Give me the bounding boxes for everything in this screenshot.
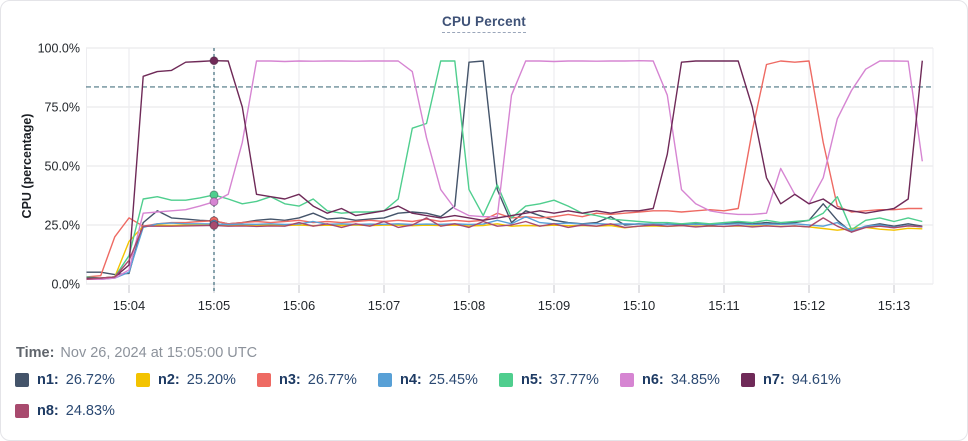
legend-series-name: n2: — [158, 372, 180, 388]
legend-series-name: n1: — [37, 372, 59, 388]
legend-swatch — [499, 373, 513, 387]
series-line-n3[interactable] — [86, 60, 923, 278]
legend-series-name: n5: — [521, 372, 543, 388]
y-tick-label: 0.0% — [52, 278, 81, 292]
crosshair-dot-n8 — [209, 220, 219, 230]
series-line-n2[interactable] — [86, 223, 923, 279]
legend-swatch — [741, 373, 755, 387]
y-axis-title: CPU (percentage) — [20, 114, 34, 219]
crosshair-dot-n6 — [209, 197, 219, 207]
axis-labels: CPU (percentage) — [20, 114, 34, 219]
series-line-n1[interactable] — [86, 60, 923, 276]
time-value: Nov 26, 2024 at 15:05:00 UTC — [60, 345, 258, 361]
series-line-n7[interactable] — [86, 60, 923, 279]
y-tick-label: 100.0% — [38, 42, 80, 56]
legend-swatch — [15, 373, 29, 387]
legend-item-n8[interactable]: n8: 24.83% — [15, 401, 136, 421]
legend-series-name: n8: — [37, 403, 59, 419]
series-line-n5[interactable] — [86, 60, 923, 279]
series-line-n6[interactable] — [86, 60, 923, 280]
x-tick-label: 15:04 — [113, 298, 146, 313]
legend-swatch — [378, 373, 392, 387]
legend-swatch — [136, 373, 150, 387]
y-tick-label: 75.0% — [45, 101, 80, 115]
legend-swatch — [620, 373, 634, 387]
panel-title[interactable]: CPU Percent — [442, 14, 526, 33]
x-tick-label: 15:12 — [793, 298, 826, 313]
chart-legend: n1: 26.72% n2: 25.20% n3: 26.77% n4: 25.45% n5: 3… — [15, 370, 965, 421]
legend-series-value: 94.61% — [791, 372, 841, 388]
cpu-chart[interactable]: 0.0% 25.0% 50.0% 75.0% 100.0% 15:04 15:05 15:06… — [1, 1, 967, 321]
legend-item-n2[interactable]: n2: 25.20% — [136, 370, 257, 390]
x-tick-label: 15:10 — [623, 298, 656, 313]
legend-swatch — [15, 404, 29, 418]
x-tick-label: 15:09 — [538, 298, 571, 313]
legend-series-value: 34.85% — [670, 372, 720, 388]
legend-item-n7[interactable]: n7: 94.61% — [741, 370, 862, 390]
legend-item-n5[interactable]: n5: 37.77% — [499, 370, 620, 390]
legend-series-value: 24.83% — [65, 403, 115, 419]
legend-item-n6[interactable]: n6: 34.85% — [620, 370, 741, 390]
x-tick-label: 15:05 — [198, 298, 231, 313]
legend-series-value: 26.72% — [65, 372, 115, 388]
time-label: Time: — [16, 345, 55, 361]
x-tick-label: 15:07 — [368, 298, 401, 313]
x-tick-label: 15:06 — [283, 298, 316, 313]
legend-series-value: 37.77% — [549, 372, 599, 388]
legend-item-n1[interactable]: n1: 26.72% — [15, 370, 136, 390]
crosshair — [209, 48, 219, 291]
legend-series-value: 25.20% — [186, 372, 236, 388]
legend-series-name: n4: — [400, 372, 422, 388]
legend-series-value: 25.45% — [428, 372, 478, 388]
legend-series-name: n7: — [763, 372, 785, 388]
x-tick-label: 15:11 — [708, 298, 740, 313]
legend-series-value: 26.77% — [307, 372, 357, 388]
series-lines — [86, 60, 923, 280]
y-tick-label: 25.0% — [45, 219, 80, 233]
legend-swatch — [257, 373, 271, 387]
y-tick-label: 50.0% — [45, 160, 80, 174]
legend-series-name: n3: — [279, 372, 301, 388]
time-row: Time: Nov 26, 2024 at 15:05:00 UTC — [16, 345, 257, 361]
x-tick-label: 15:08 — [453, 298, 486, 313]
panel-header: CPU Percent — [1, 13, 967, 33]
series-line-n4[interactable] — [86, 215, 923, 280]
series-line-n8[interactable] — [86, 217, 923, 280]
legend-item-n4[interactable]: n4: 25.45% — [378, 370, 499, 390]
legend-series-name: n6: — [642, 372, 664, 388]
crosshair-dot-n7 — [209, 56, 219, 66]
legend-item-n3[interactable]: n3: 26.77% — [257, 370, 378, 390]
x-tick-label: 15:13 — [878, 298, 911, 313]
